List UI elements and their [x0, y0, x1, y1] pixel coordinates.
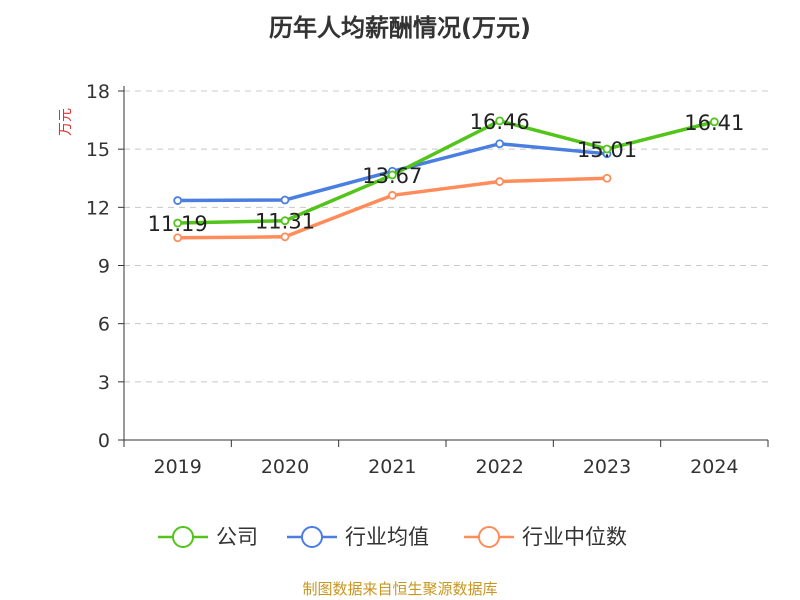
- y-tick-label: 18: [86, 81, 110, 103]
- x-tick-label: 2022: [475, 456, 523, 478]
- data-point: [173, 233, 183, 243]
- legend-label: 行业中位数: [522, 525, 627, 549]
- x-tick-label: 2020: [261, 456, 309, 478]
- series-line: [177, 118, 715, 225]
- x-tick-label: 2019: [153, 456, 201, 478]
- data-label: 11.19: [148, 212, 208, 236]
- data-point: [495, 177, 505, 186]
- y-tick-label: 3: [98, 372, 110, 394]
- y-tick-label: 9: [98, 256, 110, 278]
- legend-marker: [478, 526, 500, 548]
- y-tick-label: 6: [98, 314, 110, 336]
- y-tick-label: 0: [98, 430, 110, 452]
- data-point: [602, 144, 612, 154]
- y-axis-label: 万元: [58, 108, 74, 136]
- data-point: [495, 116, 505, 126]
- data-point: [280, 232, 290, 242]
- chart-title: 历年人均薪酬情况(万元): [269, 14, 531, 42]
- data-label: 16.46: [470, 110, 530, 134]
- x-tick-label: 2021: [368, 456, 416, 478]
- legend-label: 行业均值: [345, 525, 429, 549]
- data-point: [387, 190, 397, 200]
- x-tick-label: 2024: [690, 456, 738, 478]
- source-footer: 制图数据来自恒生聚源数据库: [302, 580, 498, 598]
- data-label: 15.01: [577, 138, 637, 162]
- y-tick-label: 12: [86, 197, 110, 219]
- legend-marker: [172, 526, 194, 548]
- data-point: [173, 196, 183, 205]
- data-point: [602, 173, 612, 183]
- data-label: 13.67: [362, 164, 422, 188]
- x-tick-label: 2023: [583, 456, 631, 478]
- data-label: 11.31: [255, 210, 315, 234]
- data-point: [495, 139, 505, 149]
- y-tick-label: 15: [86, 139, 110, 161]
- data-point: [173, 218, 183, 228]
- data-point: [387, 170, 397, 180]
- data-point: [709, 117, 719, 127]
- data-point: [280, 195, 290, 205]
- data-point: [280, 216, 290, 226]
- legend-label: 公司: [216, 525, 258, 549]
- data-label: 16.41: [684, 111, 744, 135]
- legend-marker: [301, 526, 323, 548]
